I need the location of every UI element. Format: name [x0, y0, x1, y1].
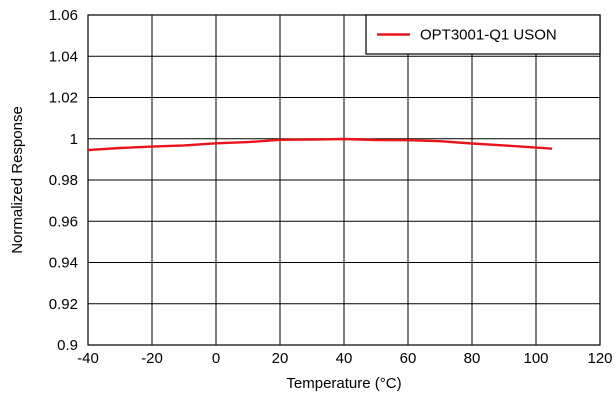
y-tick-label: 1.04 [49, 48, 78, 65]
x-axis-label: Temperature (°C) [286, 375, 401, 392]
series-line-opt3001-q1-uson [87, 137, 553, 152]
y-tick-label: 0.96 [49, 213, 78, 230]
y-tick-label: 0.94 [49, 255, 78, 272]
y-tick-label: 1 [70, 131, 78, 148]
legend-label-opt3001-q1-uson: OPT3001-Q1 USON [420, 27, 557, 44]
x-tick-label: 60 [400, 350, 417, 367]
series-layer [87, 137, 553, 152]
x-tick-label: -20 [141, 350, 163, 367]
y-tick-label: 1.06 [49, 7, 78, 24]
plot-frame [87, 14, 601, 346]
grid-lines [87, 14, 601, 346]
legend: OPT3001-Q1 USON [365, 14, 601, 55]
y-tick-label: 0.98 [49, 172, 78, 189]
x-tick-labels: -40 -20 0 20 40 60 80 100 120 [77, 350, 612, 367]
x-tick-label: 0 [212, 350, 220, 367]
y-tick-label: 0.92 [49, 296, 78, 313]
y-axis-label: Normalized Response [9, 106, 26, 254]
x-tick-label: 120 [587, 350, 612, 367]
x-tick-label: 100 [523, 350, 548, 367]
y-tick-label: 1.02 [49, 90, 78, 107]
x-tick-label: 20 [272, 350, 289, 367]
x-tick-label: 40 [336, 350, 353, 367]
y-tick-label: 0.9 [57, 337, 78, 354]
x-tick-label: -40 [77, 350, 99, 367]
y-tick-labels: 0.9 0.92 0.94 0.96 0.98 1 1.02 1.04 1.06 [49, 7, 78, 354]
x-tick-label: 80 [464, 350, 481, 367]
